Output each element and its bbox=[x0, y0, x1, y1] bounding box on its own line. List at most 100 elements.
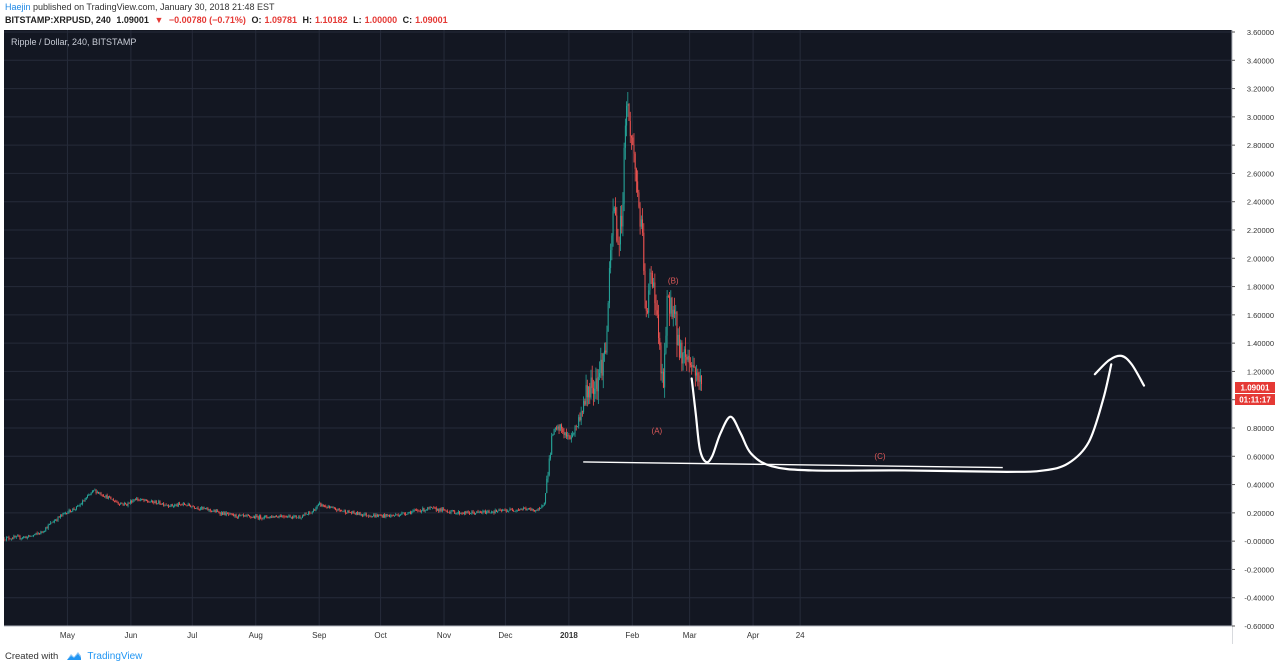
candle-body bbox=[397, 514, 399, 517]
chart-title: Ripple / Dollar, 240, BITSTAMP bbox=[11, 37, 136, 47]
candle-body bbox=[337, 508, 339, 511]
price-chart[interactable]: (B) (A) (C) 3.60000 3.40000 3.20000 3.00000 2.… bbox=[4, 30, 1276, 644]
candle-body bbox=[669, 296, 671, 314]
candle-body bbox=[642, 219, 644, 233]
candle-body bbox=[321, 504, 323, 506]
candle-body bbox=[365, 513, 367, 516]
candle-body bbox=[20, 538, 22, 539]
candle-body bbox=[282, 515, 284, 517]
candle-body bbox=[481, 512, 483, 513]
candle-body bbox=[475, 513, 477, 515]
chart-panel[interactable]: (B) (A) (C) 3.60000 3.40000 3.20000 3.00000 2.… bbox=[4, 30, 1276, 644]
candle-body bbox=[127, 502, 129, 506]
candle-body bbox=[535, 510, 537, 512]
candle-body bbox=[518, 509, 520, 511]
candle-body bbox=[500, 509, 502, 511]
candle-body bbox=[486, 512, 488, 514]
candle-body bbox=[520, 508, 522, 510]
candle-body bbox=[69, 509, 71, 513]
candle-body bbox=[85, 497, 87, 500]
price-tick-label: 3.40000 bbox=[1247, 56, 1274, 65]
candle-body bbox=[34, 534, 36, 536]
candle-body bbox=[436, 509, 438, 511]
candle-body bbox=[166, 505, 168, 506]
candle-body bbox=[17, 536, 19, 537]
candle-body bbox=[487, 511, 489, 513]
candle-body bbox=[24, 536, 26, 538]
candle-body bbox=[697, 372, 699, 381]
candle-body bbox=[128, 502, 130, 504]
countdown-value: 01:11:17 bbox=[1239, 396, 1271, 405]
candle-body bbox=[290, 517, 292, 518]
candle-body bbox=[19, 536, 21, 539]
candle-body bbox=[406, 514, 408, 515]
candle-body bbox=[39, 533, 41, 535]
candle-body bbox=[8, 537, 10, 539]
time-axis[interactable]: May Jun Jul Aug Sep Oct Nov Dec 2018 Feb Mar Apr 24 bbox=[4, 625, 1232, 644]
candle-body bbox=[466, 511, 468, 514]
candle-body bbox=[238, 514, 240, 518]
candle-body bbox=[683, 349, 685, 353]
candle-body bbox=[596, 378, 598, 392]
candle-body bbox=[230, 513, 232, 515]
candle-body bbox=[219, 513, 221, 515]
candle-body bbox=[314, 509, 316, 511]
candle-body bbox=[368, 515, 370, 517]
candle-body bbox=[193, 506, 195, 509]
candle-body bbox=[41, 531, 43, 533]
candle-body bbox=[448, 511, 450, 513]
candle-body bbox=[133, 499, 135, 501]
candle-body bbox=[206, 508, 208, 509]
candle-body bbox=[228, 513, 230, 515]
candle-body bbox=[64, 513, 66, 514]
candle-body bbox=[29, 535, 31, 537]
low-label: L: bbox=[353, 15, 362, 25]
candle-body bbox=[575, 426, 577, 427]
candle-body bbox=[176, 504, 178, 506]
price-axis[interactable]: 3.60000 3.40000 3.20000 3.00000 2.80000 2.600… bbox=[1231, 30, 1276, 644]
candle-body bbox=[542, 505, 544, 506]
candle-body bbox=[316, 505, 318, 509]
candle-body bbox=[339, 509, 341, 511]
candle-body bbox=[549, 454, 551, 459]
candle-body bbox=[537, 508, 539, 511]
price-candles bbox=[4, 92, 703, 542]
candle-body bbox=[111, 499, 113, 500]
time-tick-label: Nov bbox=[437, 631, 451, 640]
candle-body bbox=[255, 515, 257, 519]
candle-body bbox=[132, 500, 134, 503]
candle-body bbox=[100, 493, 102, 495]
candle-body bbox=[494, 510, 496, 514]
candle-body bbox=[143, 499, 145, 501]
candle-body bbox=[440, 508, 442, 511]
candle-body bbox=[358, 512, 360, 515]
candle-body bbox=[670, 297, 672, 314]
candle-body bbox=[637, 181, 639, 193]
candle-body bbox=[330, 507, 332, 508]
candle-body bbox=[31, 535, 33, 537]
candle-body bbox=[369, 516, 371, 518]
candle-body bbox=[301, 515, 303, 518]
candle-body bbox=[489, 512, 491, 514]
candle-body bbox=[246, 515, 248, 516]
candle-body bbox=[139, 499, 141, 501]
candle-body bbox=[148, 501, 150, 503]
author-link[interactable]: Haejin bbox=[5, 2, 31, 12]
candle-body bbox=[244, 515, 246, 516]
candle-body bbox=[412, 510, 414, 512]
candle-body bbox=[655, 303, 657, 311]
candle-body bbox=[514, 511, 516, 512]
candle-body bbox=[153, 501, 155, 503]
candle-body bbox=[186, 505, 188, 506]
price-tick-label: 2.80000 bbox=[1247, 141, 1274, 150]
tradingview-link[interactable]: TradingView bbox=[87, 650, 143, 662]
candle-body bbox=[615, 207, 617, 216]
candle-body bbox=[492, 512, 494, 513]
candle-body bbox=[599, 373, 601, 377]
candle-body bbox=[348, 510, 350, 513]
price-tag-box bbox=[1235, 382, 1275, 393]
candle-body bbox=[572, 434, 574, 438]
candle-body bbox=[298, 516, 300, 518]
candle-body bbox=[387, 515, 389, 516]
candle-body bbox=[125, 502, 127, 504]
